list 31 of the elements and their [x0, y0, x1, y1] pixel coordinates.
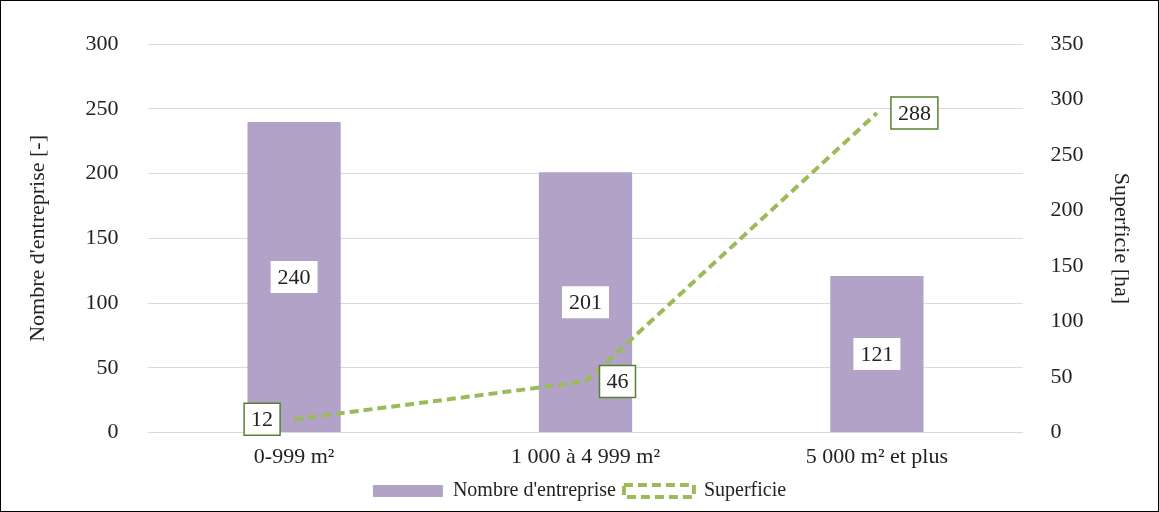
y-tick-label: 50 [96, 353, 119, 379]
legend-label: Nombre d'entreprise [452, 478, 617, 502]
bar [247, 121, 341, 433]
y2-tick-label: 200 [1050, 196, 1084, 222]
y-tick-label: 0 [107, 418, 119, 444]
y-tick-label: 200 [85, 159, 119, 185]
y2-axis-title: Superficie [ha] [1110, 172, 1136, 305]
x-tick-label: 0-999 m² [253, 442, 335, 468]
y2-tick-label: 300 [1050, 85, 1084, 111]
bar [830, 275, 924, 433]
data-label: 201 [569, 289, 602, 315]
y2-tick-label: 150 [1050, 251, 1084, 277]
y2-tick-label: 50 [1050, 362, 1073, 388]
y-tick-label: 100 [85, 288, 119, 314]
bar [538, 172, 633, 433]
y-tick-label: 150 [85, 224, 119, 250]
y2-tick-label: 100 [1050, 307, 1084, 333]
legend-label: Superficie [703, 478, 787, 502]
data-label: 240 [277, 263, 311, 289]
data-label: 46 [606, 368, 629, 394]
y2-tick-label: 0 [1050, 418, 1062, 444]
y2-tick-label: 250 [1050, 140, 1084, 166]
y-tick-label: 250 [85, 94, 119, 120]
y2-tick-label: 350 [1050, 29, 1084, 55]
x-tick-label: 1 000 à 4 999 m² [511, 442, 661, 468]
x-tick-label: 5 000 m² et plus [805, 442, 949, 468]
data-label: 12 [251, 406, 274, 432]
data-label: 121 [860, 340, 894, 366]
y-axis-title: Nombre d'entreprise [-] [23, 135, 49, 342]
y-tick-label: 300 [85, 29, 119, 55]
data-label: 288 [897, 99, 931, 125]
